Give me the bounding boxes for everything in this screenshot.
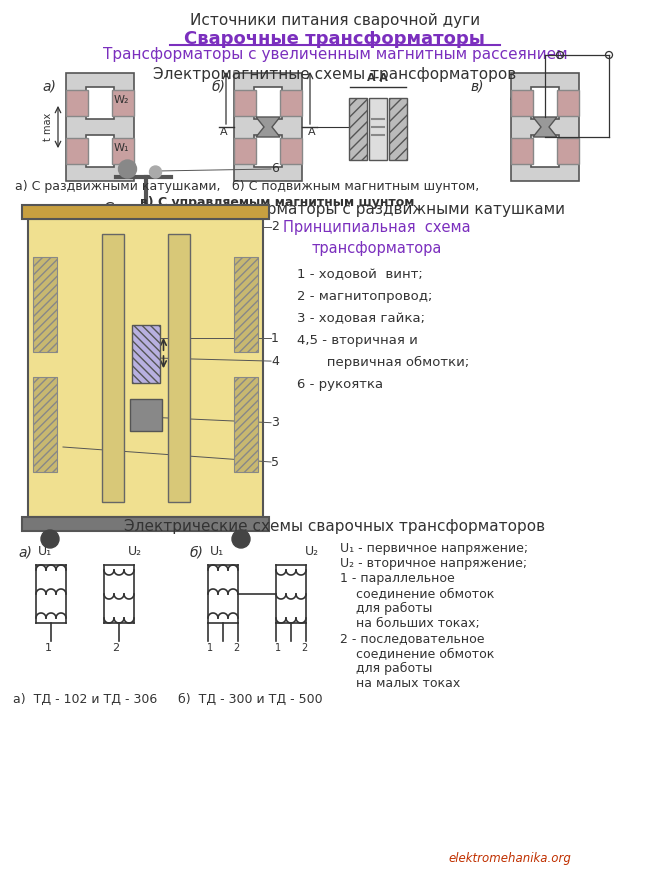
Bar	[255, 135, 281, 167]
Text: а): а)	[42, 80, 56, 94]
Bar	[86, 87, 114, 119]
Text: соединение обмоток: соединение обмоток	[340, 647, 494, 660]
Text: 2 - последовательное: 2 - последовательное	[340, 632, 484, 645]
Text: для работы: для работы	[340, 662, 432, 676]
Bar	[511, 138, 533, 164]
Text: U₂ - вторичное напряжение;: U₂ - вторичное напряжение;	[340, 557, 527, 570]
Text: б)  ТД - 300 и ТД - 500: б) ТД - 300 и ТД - 500	[178, 693, 322, 706]
Bar	[131, 326, 159, 383]
Bar	[66, 138, 88, 164]
Bar	[234, 377, 258, 472]
Text: соединение обмоток: соединение обмоток	[340, 587, 494, 600]
Bar	[557, 138, 579, 164]
Text: 1: 1	[271, 332, 279, 345]
Text: 1: 1	[207, 643, 213, 653]
Bar	[168, 234, 190, 502]
Text: U₁: U₁	[38, 545, 52, 558]
Text: б): б)	[212, 80, 226, 94]
Bar	[511, 73, 579, 181]
Circle shape	[149, 166, 161, 178]
Bar	[369, 98, 387, 160]
Text: 3 - ходовая гайка;: 3 - ходовая гайка;	[297, 312, 425, 325]
Text: 1: 1	[275, 643, 281, 653]
Bar	[28, 219, 263, 517]
Text: U₂: U₂	[128, 545, 142, 558]
Text: t max: t max	[43, 113, 53, 141]
Text: 1: 1	[44, 643, 52, 653]
Bar	[101, 234, 123, 502]
Text: а)  ТД - 102 и ТД - 306: а) ТД - 102 и ТД - 306	[13, 693, 157, 706]
Text: 2: 2	[301, 643, 307, 653]
Text: б) С подвижным магнитным шунтом,: б) С подвижным магнитным шунтом,	[232, 180, 479, 193]
Text: на малых токах: на малых токах	[340, 677, 460, 690]
Text: 3: 3	[271, 416, 279, 430]
Text: W₂: W₂	[114, 95, 129, 105]
Bar	[234, 73, 302, 181]
Text: 2 - магнитопровод;: 2 - магнитопровод;	[297, 290, 432, 303]
Circle shape	[41, 530, 59, 548]
Text: elektromehanika.org: elektromehanika.org	[448, 852, 571, 865]
Text: I_H: I_H	[510, 89, 529, 102]
Text: 6: 6	[271, 163, 279, 176]
Bar	[234, 257, 258, 352]
Bar	[86, 135, 114, 167]
Text: U₁: U₁	[210, 545, 224, 558]
Bar	[112, 138, 134, 164]
Bar	[389, 98, 407, 160]
Text: A-A: A-A	[367, 73, 389, 83]
Text: 4,5 - вторичная и: 4,5 - вторичная и	[297, 334, 418, 347]
Text: 5: 5	[271, 456, 279, 468]
Bar	[511, 90, 533, 116]
Text: для работы: для работы	[340, 602, 432, 615]
Bar	[22, 205, 269, 219]
Text: в) С управляемым магнитным шунтом: в) С управляемым магнитным шунтом	[140, 196, 414, 209]
Bar	[66, 90, 88, 116]
Bar	[280, 138, 302, 164]
Bar	[557, 90, 579, 116]
Text: A: A	[308, 127, 316, 137]
Circle shape	[232, 530, 250, 548]
Text: а): а)	[18, 545, 32, 559]
Bar	[33, 377, 57, 472]
Text: W₁: W₁	[114, 143, 129, 153]
Text: Сварочные трансформаторы с раздвижными катушками: Сварочные трансформаторы с раздвижными к…	[105, 202, 565, 217]
Polygon shape	[256, 117, 280, 137]
Text: Сварочные трансформаторы: Сварочные трансформаторы	[184, 30, 486, 48]
Bar	[234, 138, 256, 164]
Bar	[129, 399, 161, 430]
Bar	[234, 90, 256, 116]
Bar	[66, 73, 134, 181]
Text: первичная обмотки;: первичная обмотки;	[297, 356, 469, 369]
Text: Электрические схемы сварочных трансформаторов: Электрические схемы сварочных трансформа…	[125, 519, 545, 534]
Text: U₂: U₂	[305, 545, 319, 558]
Text: 1 - параллельное: 1 - параллельное	[340, 572, 455, 585]
Text: Источники питания сварочной дуги: Источники питания сварочной дуги	[190, 13, 480, 28]
Text: 2: 2	[233, 643, 239, 653]
Text: в): в)	[470, 80, 484, 94]
Circle shape	[119, 160, 137, 178]
Bar	[280, 90, 302, 116]
Bar	[349, 98, 367, 160]
Bar	[255, 87, 281, 119]
Text: на больших токах;: на больших токах;	[340, 617, 480, 630]
Bar	[112, 90, 134, 116]
Text: 2: 2	[113, 643, 119, 653]
Text: Трансформаторы с увеличенным магнитным рассеянием: Трансформаторы с увеличенным магнитным р…	[103, 47, 567, 62]
Text: Электромагнитные схемы трансформаторов: Электромагнитные схемы трансформаторов	[153, 67, 517, 82]
Bar	[33, 257, 57, 352]
Bar	[531, 87, 559, 119]
Text: 1 - ходовой  винт;: 1 - ходовой винт;	[297, 268, 423, 281]
Text: 2: 2	[271, 220, 279, 234]
Text: б): б)	[190, 545, 204, 559]
Bar	[531, 135, 559, 167]
Text: U₁ - первичное напряжение;: U₁ - первичное напряжение;	[340, 542, 528, 555]
Bar	[22, 517, 269, 531]
Text: 4: 4	[271, 354, 279, 367]
Text: Принципиальная  схема
трансформатора: Принципиальная схема трансформатора	[283, 220, 471, 256]
Text: а) С раздвижными катушками,: а) С раздвижными катушками,	[15, 180, 220, 193]
Polygon shape	[533, 117, 557, 137]
Text: A: A	[220, 127, 228, 137]
Text: 6 - рукоятка: 6 - рукоятка	[297, 378, 383, 391]
